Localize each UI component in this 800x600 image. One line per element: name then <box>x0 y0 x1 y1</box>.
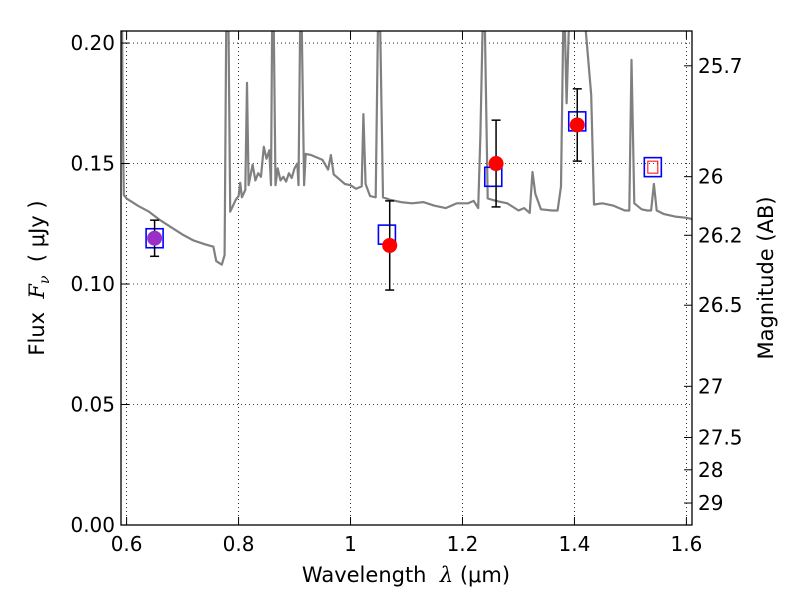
marker-layer <box>145 88 663 291</box>
y2-tick-label: 26.5 <box>698 293 743 317</box>
x-tick-label: 1.2 <box>447 532 479 556</box>
plot-frame <box>120 30 693 526</box>
x-tick-label: 0.6 <box>111 532 143 556</box>
y-tick-label: 0.20 <box>70 31 115 55</box>
model-inner-box <box>647 160 659 174</box>
x-tick-label: 1 <box>344 532 357 556</box>
y2-tick-label: 26.2 <box>698 223 743 247</box>
y-tick-label: 0.05 <box>70 393 115 417</box>
x-axis-label: Wavelength λ (μm) <box>302 563 510 587</box>
y2-tick-label: 28 <box>698 458 723 482</box>
grid-lines <box>121 31 692 526</box>
y2-tick-label: 27 <box>698 374 723 398</box>
x-tick-label: 1.6 <box>670 532 702 556</box>
y2-axis-label: Magnitude (AB) <box>754 196 778 359</box>
y-axis-label: Flux Fν ( μJy ) <box>25 200 53 355</box>
y2-tick-label: 27.5 <box>698 426 743 450</box>
plot-area <box>121 31 692 266</box>
y2-tick-label: 25.7 <box>698 54 743 78</box>
axis-ticks: 0.6 0.8 1 1.2 1.4 1.6 0.00 0.05 0.10 0.15 0.20 25.7… <box>70 31 743 556</box>
y2-tick-label: 29 <box>698 491 723 515</box>
x-tick-label: 1.4 <box>559 532 591 556</box>
model-box <box>643 156 663 178</box>
model-spectrum-line <box>121 31 692 266</box>
y-tick-label: 0.15 <box>70 152 115 176</box>
y-tick-label: 0.10 <box>70 272 115 296</box>
observed-point <box>488 156 504 172</box>
y-tick-label: 0.00 <box>70 513 115 537</box>
y2-tick-label: 26 <box>698 165 723 189</box>
observed-point <box>569 117 585 133</box>
observed-point <box>382 237 398 253</box>
observed-point <box>147 230 163 246</box>
x-tick-label: 0.8 <box>223 532 255 556</box>
